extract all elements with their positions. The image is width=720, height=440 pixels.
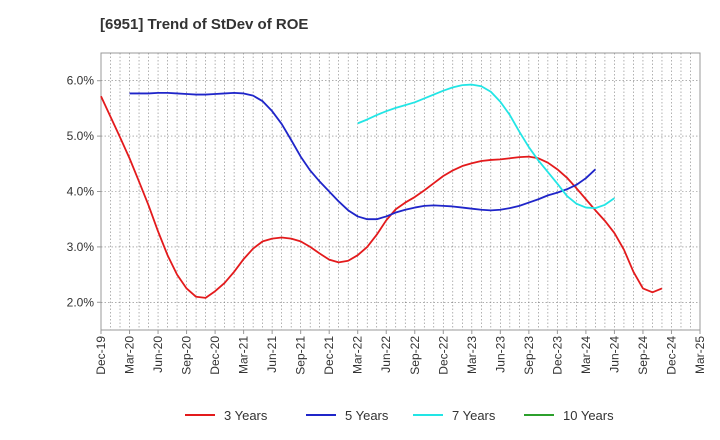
- x-tick-label: Jun-24: [607, 336, 621, 373]
- x-tick-label: Dec-24: [664, 336, 678, 375]
- y-tick-label: 2.0%: [67, 295, 95, 309]
- legend-label: 5 Years: [345, 408, 389, 423]
- chart-title: [6951] Trend of StDev of ROE: [100, 16, 308, 33]
- x-tick-label: Mar-24: [579, 336, 593, 374]
- x-tick-label: Mar-23: [465, 336, 479, 374]
- x-tick-label: Mar-25: [693, 336, 707, 374]
- series-line-5-years: [129, 91, 597, 221]
- x-tick-label: Jun-21: [265, 336, 279, 373]
- y-tick-label: 3.0%: [67, 240, 95, 254]
- x-tick-label: Sep-23: [522, 336, 536, 375]
- x-tick-label: Dec-23: [550, 336, 564, 375]
- x-tick-label: Dec-19: [94, 336, 108, 375]
- series-line-7-years: [357, 83, 615, 210]
- x-tick-label: Dec-20: [208, 336, 222, 375]
- legend-label: 10 Years: [563, 408, 614, 423]
- x-tick-label: Sep-21: [294, 336, 308, 375]
- x-tick-label: Sep-22: [408, 336, 422, 375]
- grid-lines: [101, 53, 700, 330]
- x-tick-label: Mar-21: [237, 336, 251, 374]
- plot-frame: [100, 52, 701, 331]
- legend: 3 Years 5 Years 7 Years 10 Years: [185, 408, 614, 423]
- x-tick-label: Mar-20: [123, 336, 137, 374]
- x-tick-label: Mar-22: [351, 336, 365, 374]
- series-lines: [100, 83, 663, 299]
- legend-label: 7 Years: [452, 408, 496, 423]
- plot-area: [100, 52, 701, 331]
- x-tick-label: Sep-20: [180, 336, 194, 375]
- x-tick-label: Jun-23: [493, 336, 507, 373]
- x-tick-label: Dec-21: [322, 336, 336, 375]
- series-line-3-years: [100, 95, 663, 299]
- x-tick-label: Sep-24: [636, 336, 650, 375]
- y-tick-label: 6.0%: [67, 74, 95, 88]
- y-tick-label: 5.0%: [67, 129, 95, 143]
- legend-label: 3 Years: [224, 408, 268, 423]
- y-axis: 2.0% 3.0% 4.0% 5.0% 6.0%: [67, 74, 101, 309]
- x-axis: Dec-19 Mar-20 Jun-20 Sep-20 Dec-20 Mar-21 Jun-…: [94, 330, 707, 375]
- x-tick-label: Jun-20: [151, 336, 165, 373]
- x-tick-label: Jun-22: [379, 336, 393, 373]
- x-tick-label: Dec-22: [436, 336, 450, 375]
- y-tick-label: 4.0%: [67, 185, 95, 199]
